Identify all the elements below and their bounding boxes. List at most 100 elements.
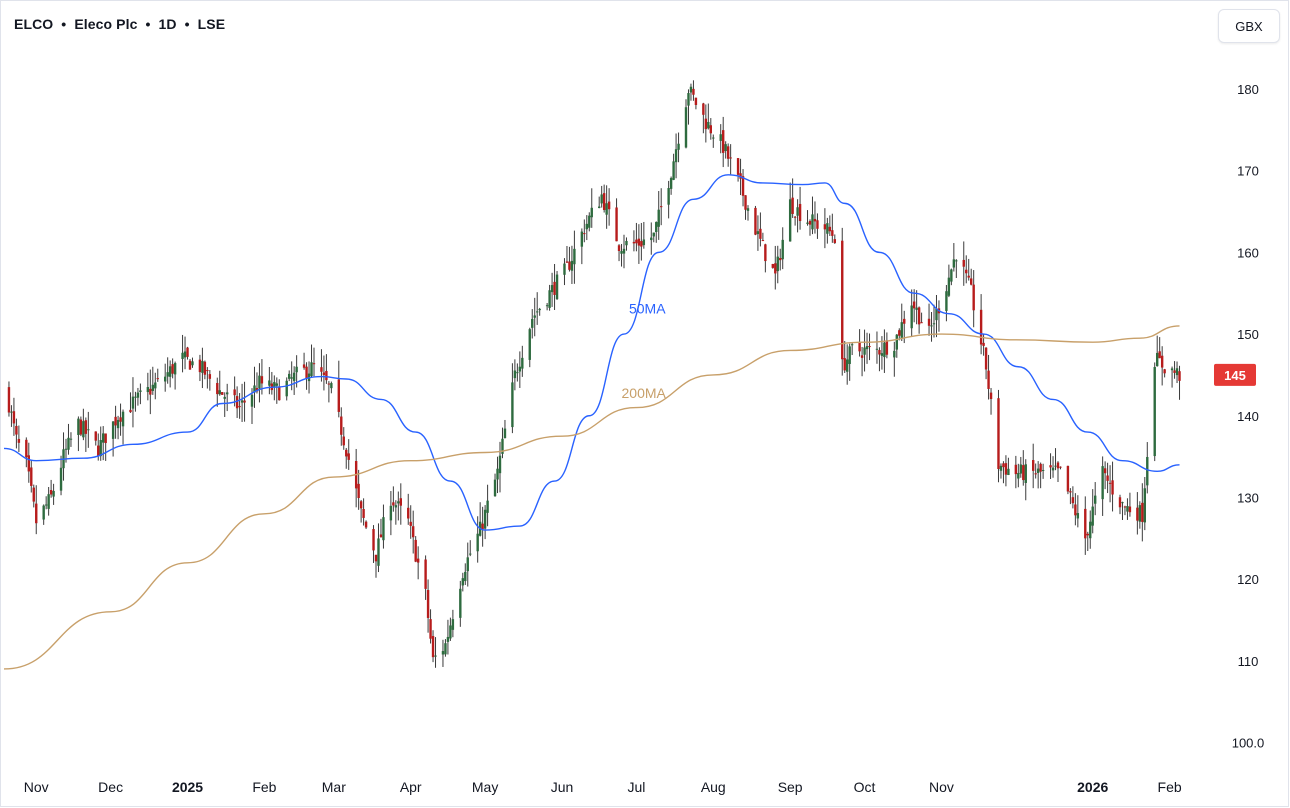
candle-body	[808, 220, 812, 225]
candle	[47, 487, 50, 516]
candle	[389, 491, 393, 536]
candle-body	[1126, 506, 1129, 512]
candle	[1141, 483, 1144, 542]
candle	[362, 498, 365, 526]
candle	[235, 386, 239, 418]
candle	[704, 104, 708, 143]
candle-body	[900, 322, 903, 338]
candle-body	[806, 222, 809, 224]
candle-body	[102, 433, 105, 443]
candle-body	[585, 223, 588, 230]
candle	[583, 219, 586, 243]
candle-body	[625, 240, 628, 246]
candle-body	[759, 228, 762, 239]
candle	[412, 510, 415, 554]
candle-body	[826, 223, 829, 234]
candle-body	[955, 260, 958, 262]
candle-body	[121, 411, 125, 427]
ma-label-200ma: 200MA	[622, 385, 667, 401]
candle-body	[379, 534, 383, 538]
candle-body	[451, 619, 455, 630]
candle	[238, 393, 241, 419]
candle	[516, 363, 519, 382]
time-axis[interactable]: Nov Dec 2025 Feb Mar Apr May Jun Jul Aug Sep Oct Nov…	[24, 779, 1182, 795]
candle	[667, 180, 670, 219]
candle-body	[327, 383, 331, 385]
candle	[1002, 461, 1005, 484]
candle	[1074, 493, 1077, 526]
candle-body	[154, 382, 157, 389]
candle-body	[1111, 480, 1114, 495]
candle-body	[841, 240, 844, 360]
candle	[878, 347, 881, 372]
candle-body	[181, 352, 184, 359]
candle	[79, 416, 83, 437]
candle-body	[511, 382, 514, 428]
candle	[605, 185, 608, 229]
candle-body	[459, 588, 462, 618]
candle-body	[310, 362, 313, 377]
candle	[565, 245, 569, 263]
candle	[920, 312, 923, 324]
candle	[776, 245, 779, 284]
ma-line-50ma	[3, 174, 1180, 531]
candle	[87, 411, 90, 448]
candle-body	[813, 218, 817, 222]
candle	[7, 381, 11, 417]
candle	[831, 213, 834, 243]
candle	[813, 201, 817, 234]
candle	[1014, 455, 1018, 489]
candle-body	[1091, 506, 1094, 526]
candle	[826, 217, 829, 244]
candle	[635, 222, 638, 252]
price-axis[interactable]: 100.0 110 120 130 140 150 160 170 180 145	[1214, 82, 1264, 750]
candle-body	[111, 421, 115, 439]
candle	[652, 232, 655, 243]
candle	[305, 362, 308, 390]
candle-body	[1086, 533, 1089, 536]
candle-body	[935, 308, 938, 321]
candle-body	[1173, 370, 1176, 373]
candle	[573, 230, 576, 284]
candle-body	[466, 557, 469, 572]
candle	[741, 169, 745, 207]
candle	[932, 304, 936, 338]
candle	[104, 433, 107, 461]
candle-body	[823, 224, 827, 230]
candle	[538, 307, 541, 316]
candle-body	[416, 558, 420, 563]
candle-body	[724, 144, 727, 152]
currency-button[interactable]: GBX	[1218, 9, 1280, 43]
candle	[243, 381, 246, 422]
candle-body	[364, 521, 368, 528]
candle-body	[320, 367, 323, 372]
candle-body	[1158, 351, 1161, 359]
y-tick-label: 120	[1237, 572, 1259, 587]
candle-body	[1121, 502, 1124, 504]
candle	[156, 368, 159, 382]
candle-body	[449, 625, 452, 639]
x-tick-label: Nov	[24, 779, 49, 795]
candle-body	[764, 244, 767, 262]
candle	[372, 525, 375, 563]
candle-body	[47, 494, 50, 509]
candle	[724, 141, 727, 159]
candle	[588, 212, 591, 232]
candle	[486, 484, 489, 527]
candle	[1158, 337, 1161, 359]
candle	[1091, 489, 1094, 534]
candle	[399, 483, 402, 525]
candle-body	[151, 384, 154, 391]
candle-body	[538, 308, 541, 311]
candle	[77, 416, 80, 452]
candle	[997, 389, 1000, 483]
candle-body	[858, 341, 861, 352]
candle-body	[273, 382, 276, 387]
candle	[1007, 457, 1010, 476]
candle	[379, 518, 383, 538]
candle-body	[69, 438, 73, 440]
candle	[493, 473, 497, 497]
candle	[927, 303, 931, 336]
candle-body	[984, 347, 988, 370]
